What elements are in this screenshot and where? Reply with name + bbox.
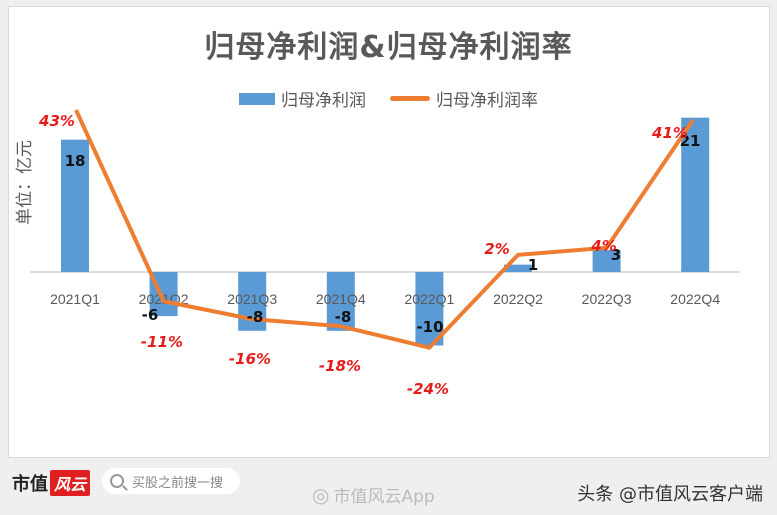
margin-value-label: 4% [590, 237, 616, 255]
brand-logo[interactable]: 市值 风云 [12, 470, 91, 496]
bar-2022Q1[interactable] [415, 272, 444, 346]
margin-value-label: 2% [484, 240, 509, 258]
footer-bar: 市值 风云 买股之前搜一搜 ◎ 市值风云App 头条 @市值风云客户端 [0, 458, 777, 515]
x-tick-label: 2021Q3 [227, 291, 277, 307]
bar-2022Q2[interactable] [504, 264, 532, 272]
x-tick-label: 2022Q1 [404, 291, 454, 307]
margin-value-label: -18% [319, 357, 361, 375]
margin-value-label: -11% [141, 333, 183, 351]
x-tick-label: 2021Q1 [50, 291, 100, 307]
bar-2022Q3[interactable] [592, 249, 621, 272]
bar-2021Q1[interactable] [61, 139, 89, 272]
bar-value-label: 18 [65, 152, 86, 170]
margin-value-label: 41% [651, 124, 688, 142]
chart-plot: 2021Q1 2021Q2 2021Q3 2021Q4 2022Q1 2022Q2 2022… [30, 109, 740, 398]
bar-value-label: -10 [416, 318, 443, 336]
toutiao-credit: 头条 @市值风云客户端 [577, 484, 763, 505]
legend-line-swatch [390, 96, 430, 101]
legend-bar-swatch [239, 92, 275, 105]
legend-line-label: 归母净利润率 [436, 91, 538, 111]
search-icon [110, 474, 124, 488]
x-tick-label: 2022Q2 [493, 291, 543, 307]
bar-value-label: -8 [247, 308, 264, 326]
margin-value-label: -24% [407, 380, 449, 398]
bar-value-label: 3 [611, 246, 621, 264]
bar-value-label: 1 [528, 256, 538, 274]
bar-2022Q4[interactable] [681, 117, 710, 273]
bar-value-label: 21 [680, 132, 701, 150]
bar-2021Q4[interactable] [326, 272, 355, 331]
legend-item-profit: 归母净利润 [239, 86, 366, 111]
logo-badge: 风云 [50, 470, 91, 496]
weibo-icon: ◎ [312, 482, 330, 507]
bar-value-label: -6 [142, 306, 159, 324]
search-box[interactable]: 买股之前搜一搜 [102, 468, 240, 494]
chart-legend: 归母净利润 归母净利润率 [0, 86, 777, 111]
legend-bar-label: 归母净利润 [281, 91, 366, 111]
x-tick-label: 2022Q3 [582, 291, 632, 307]
chart-card [8, 6, 770, 458]
legend-item-margin: 归母净利润率 [390, 86, 538, 111]
search-placeholder: 买股之前搜一搜 [132, 475, 224, 491]
chart-title: 归母净利润&归母净利润率 [204, 30, 573, 65]
margin-value-label: 43% [38, 112, 75, 130]
x-tick-label: 2022Q4 [670, 291, 720, 307]
x-tick-label: 2021Q4 [316, 291, 366, 307]
bar-value-label: -8 [335, 308, 352, 326]
weibo-watermark: ◎ 市值风云App [312, 482, 435, 508]
margin-line[interactable] [74, 109, 695, 350]
margin-value-label: -16% [229, 350, 271, 368]
